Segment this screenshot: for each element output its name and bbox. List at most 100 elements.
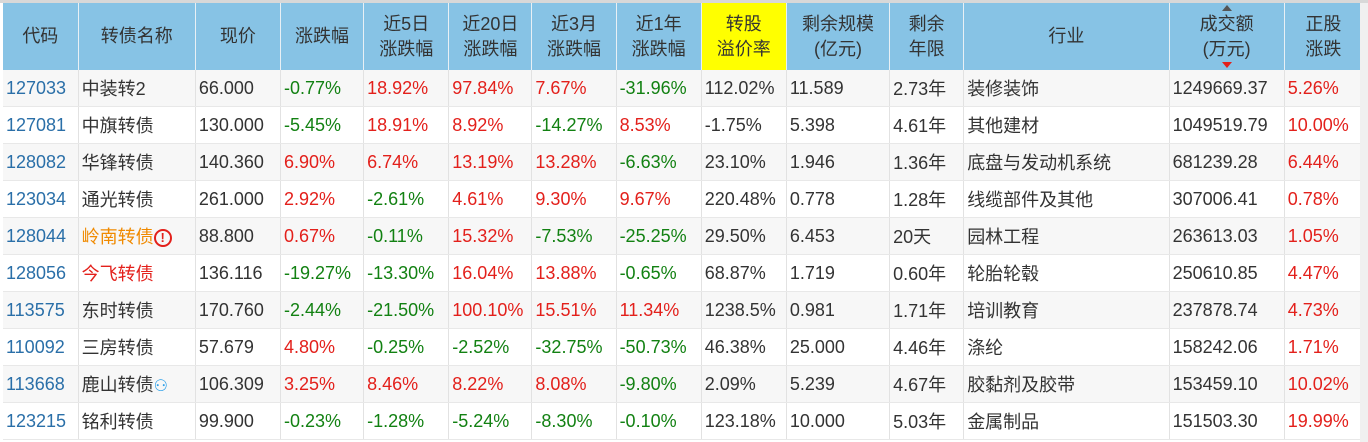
remaining-size-value: 11.589 xyxy=(789,77,844,98)
change-1y-value: 11.34% xyxy=(619,299,680,320)
cell-remaining-years: 20天 xyxy=(889,217,965,255)
industry-value: 胶黏剂及胶带 xyxy=(967,375,1076,395)
header-premium[interactable]: 转股 溢价率 xyxy=(701,3,787,70)
sort-down-icon[interactable] xyxy=(1221,62,1232,68)
name-value: 岭南转债 xyxy=(81,227,154,247)
cell-remaining-size: 1.946 xyxy=(786,143,891,181)
price-value: 261.000 xyxy=(198,188,264,209)
header-remaining-size[interactable]: 剩余规模 (亿元) xyxy=(786,3,891,70)
header-name[interactable]: 转债名称 xyxy=(78,3,196,70)
cell-change-1y: -0.10% xyxy=(616,402,702,440)
change-20d-value: 97.84% xyxy=(452,77,514,98)
header-stock-change[interactable]: 正股 涨跌 xyxy=(1284,3,1364,70)
cell-change-1y: 11.34% xyxy=(616,291,702,329)
cell-remaining-size: 5.239 xyxy=(786,365,891,403)
change-1y-value: -50.73% xyxy=(619,336,687,357)
cell-turnover: 250610.85 xyxy=(1169,254,1285,292)
cell-code[interactable]: 128044 xyxy=(3,217,79,255)
cell-turnover: 151503.30 xyxy=(1169,402,1285,440)
name-value: 通光转债 xyxy=(81,190,154,210)
header-label: 现价 xyxy=(219,26,256,46)
remaining-size-value: 25.000 xyxy=(789,336,845,357)
person-icon: ⚇ xyxy=(153,378,168,395)
header-label: 近3月 涨跌幅 xyxy=(546,13,601,59)
header-price[interactable]: 现价 xyxy=(195,3,281,70)
table-row[interactable]: 128056 今飞转债 136.116 -19.27% -13.30% 16.04% 13.… xyxy=(3,254,1364,292)
change-3m-value: -14.27% xyxy=(535,114,603,135)
cell-name[interactable]: 岭南转债! xyxy=(78,217,196,255)
remaining-years-value: 5.03年 xyxy=(893,412,947,432)
cell-name[interactable]: 通光转债 xyxy=(78,180,196,218)
table-row[interactable]: 123034 通光转债 261.000 2.92% -2.61% 4.61% 9.30% 9.… xyxy=(3,180,1364,218)
cell-name[interactable]: 中装转2 xyxy=(78,70,196,107)
cell-stock-change: 6.44% xyxy=(1284,143,1364,181)
cell-name[interactable]: 东时转债 xyxy=(78,291,196,329)
cell-code[interactable]: 110092 xyxy=(3,328,79,366)
cell-change-20d: 15.32% xyxy=(448,217,533,255)
header-change-5d[interactable]: 近5日 涨跌幅 xyxy=(363,3,450,70)
change-value: 0.67% xyxy=(283,225,336,246)
cell-change-20d: 8.22% xyxy=(448,365,533,403)
cell-stock-change: 1.05% xyxy=(1284,217,1364,255)
industry-value: 轮胎轮毂 xyxy=(967,264,1040,284)
table-row[interactable]: 113575 东时转债 170.760 -2.44% -21.50% 100.10% 15.… xyxy=(3,291,1364,329)
cell-name[interactable]: 三房转债 xyxy=(78,328,196,366)
stock-change-value: 19.99% xyxy=(1287,410,1349,431)
cell-name[interactable]: 中旗转债 xyxy=(78,106,196,144)
stock-change-value: 1.05% xyxy=(1287,225,1339,246)
cell-stock-change: 10.00% xyxy=(1284,106,1364,144)
table-row[interactable]: 128082 华锋转债 140.360 6.90% 6.74% 13.19% 13.28% -… xyxy=(3,143,1364,181)
change-1y-value: -6.63% xyxy=(619,151,677,172)
header-change-1y[interactable]: 近1年 涨跌幅 xyxy=(616,3,702,70)
header-change-20d[interactable]: 近20日 涨跌幅 xyxy=(448,3,533,70)
cell-code[interactable]: 127081 xyxy=(3,106,79,144)
price-value: 130.000 xyxy=(198,114,264,135)
cell-remaining-years: 1.36年 xyxy=(889,143,965,181)
cell-code[interactable]: 128056 xyxy=(3,254,79,292)
stock-change-value: 1.71% xyxy=(1287,336,1339,357)
cell-code[interactable]: 113668 xyxy=(3,365,79,403)
cell-name[interactable]: 华锋转债 xyxy=(78,143,196,181)
header-industry[interactable]: 行业 xyxy=(963,3,1170,70)
table-row[interactable]: 128044 岭南转债! 88.800 0.67% -0.11% 15.32% -7.53%… xyxy=(3,217,1364,255)
cell-change-1y: -6.63% xyxy=(616,143,702,181)
cell-code[interactable]: 128082 xyxy=(3,143,79,181)
premium-value: -1.75% xyxy=(704,114,762,135)
cell-name[interactable]: 铭利转债 xyxy=(78,402,196,440)
table-row[interactable]: 123215 铭利转债 99.900 -0.23% -1.28% -5.24% -8.30%… xyxy=(3,402,1364,440)
cell-name[interactable]: 今飞转债 xyxy=(78,254,196,292)
cell-change: -0.23% xyxy=(280,402,365,440)
cell-code[interactable]: 127033 xyxy=(3,70,79,107)
remaining-years-value: 4.46年 xyxy=(893,338,947,358)
turnover-value: 237878.74 xyxy=(1172,299,1258,320)
cell-change-20d: 4.61% xyxy=(448,180,533,218)
header-code[interactable]: 代码 xyxy=(3,3,79,70)
sort-up-icon[interactable] xyxy=(1221,5,1232,11)
remaining-size-value: 0.778 xyxy=(789,188,835,209)
cell-change: 4.80% xyxy=(280,328,365,366)
cell-change-3m: -7.53% xyxy=(531,217,617,255)
cell-turnover: 263613.03 xyxy=(1169,217,1285,255)
cell-industry: 底盘与发动机系统 xyxy=(963,143,1170,181)
header-turnover[interactable]: 成交额 (万元) xyxy=(1169,3,1285,70)
table-row[interactable]: 127081 中旗转债 130.000 -5.45% 18.91% 8.92% -14.27… xyxy=(3,106,1364,144)
cell-remaining-size: 10.000 xyxy=(786,402,891,440)
table-row[interactable]: 113668 鹿山转债⚇ 106.309 3.25% 8.46% 8.22% 8.08% -9… xyxy=(3,365,1364,403)
cell-change-1y: 8.53% xyxy=(616,106,702,144)
premium-value: 46.38% xyxy=(704,336,766,357)
cell-change-5d: 6.74% xyxy=(363,143,450,181)
stock-change-value: 4.47% xyxy=(1287,262,1339,283)
cell-code[interactable]: 113575 xyxy=(3,291,79,329)
change-3m-value: 7.67% xyxy=(535,77,587,98)
stock-change-value: 6.44% xyxy=(1287,151,1339,172)
table-row[interactable]: 110092 三房转债 57.679 4.80% -0.25% -2.52% -32.75%… xyxy=(3,328,1364,366)
vertical-scrollbar[interactable] xyxy=(1360,3,1368,442)
table-row[interactable]: 127033 中装转2 66.000 -0.77% 18.92% 97.84% 7.67% -… xyxy=(3,70,1364,107)
header-label: 剩余规模 (亿元) xyxy=(801,13,874,59)
cell-code[interactable]: 123215 xyxy=(3,402,79,440)
header-change-3m[interactable]: 近3月 涨跌幅 xyxy=(531,3,617,70)
header-change[interactable]: 涨跌幅 xyxy=(280,3,365,70)
header-remaining-years[interactable]: 剩余 年限 xyxy=(889,3,965,70)
cell-code[interactable]: 123034 xyxy=(3,180,79,218)
cell-name[interactable]: 鹿山转债⚇ xyxy=(78,365,196,403)
